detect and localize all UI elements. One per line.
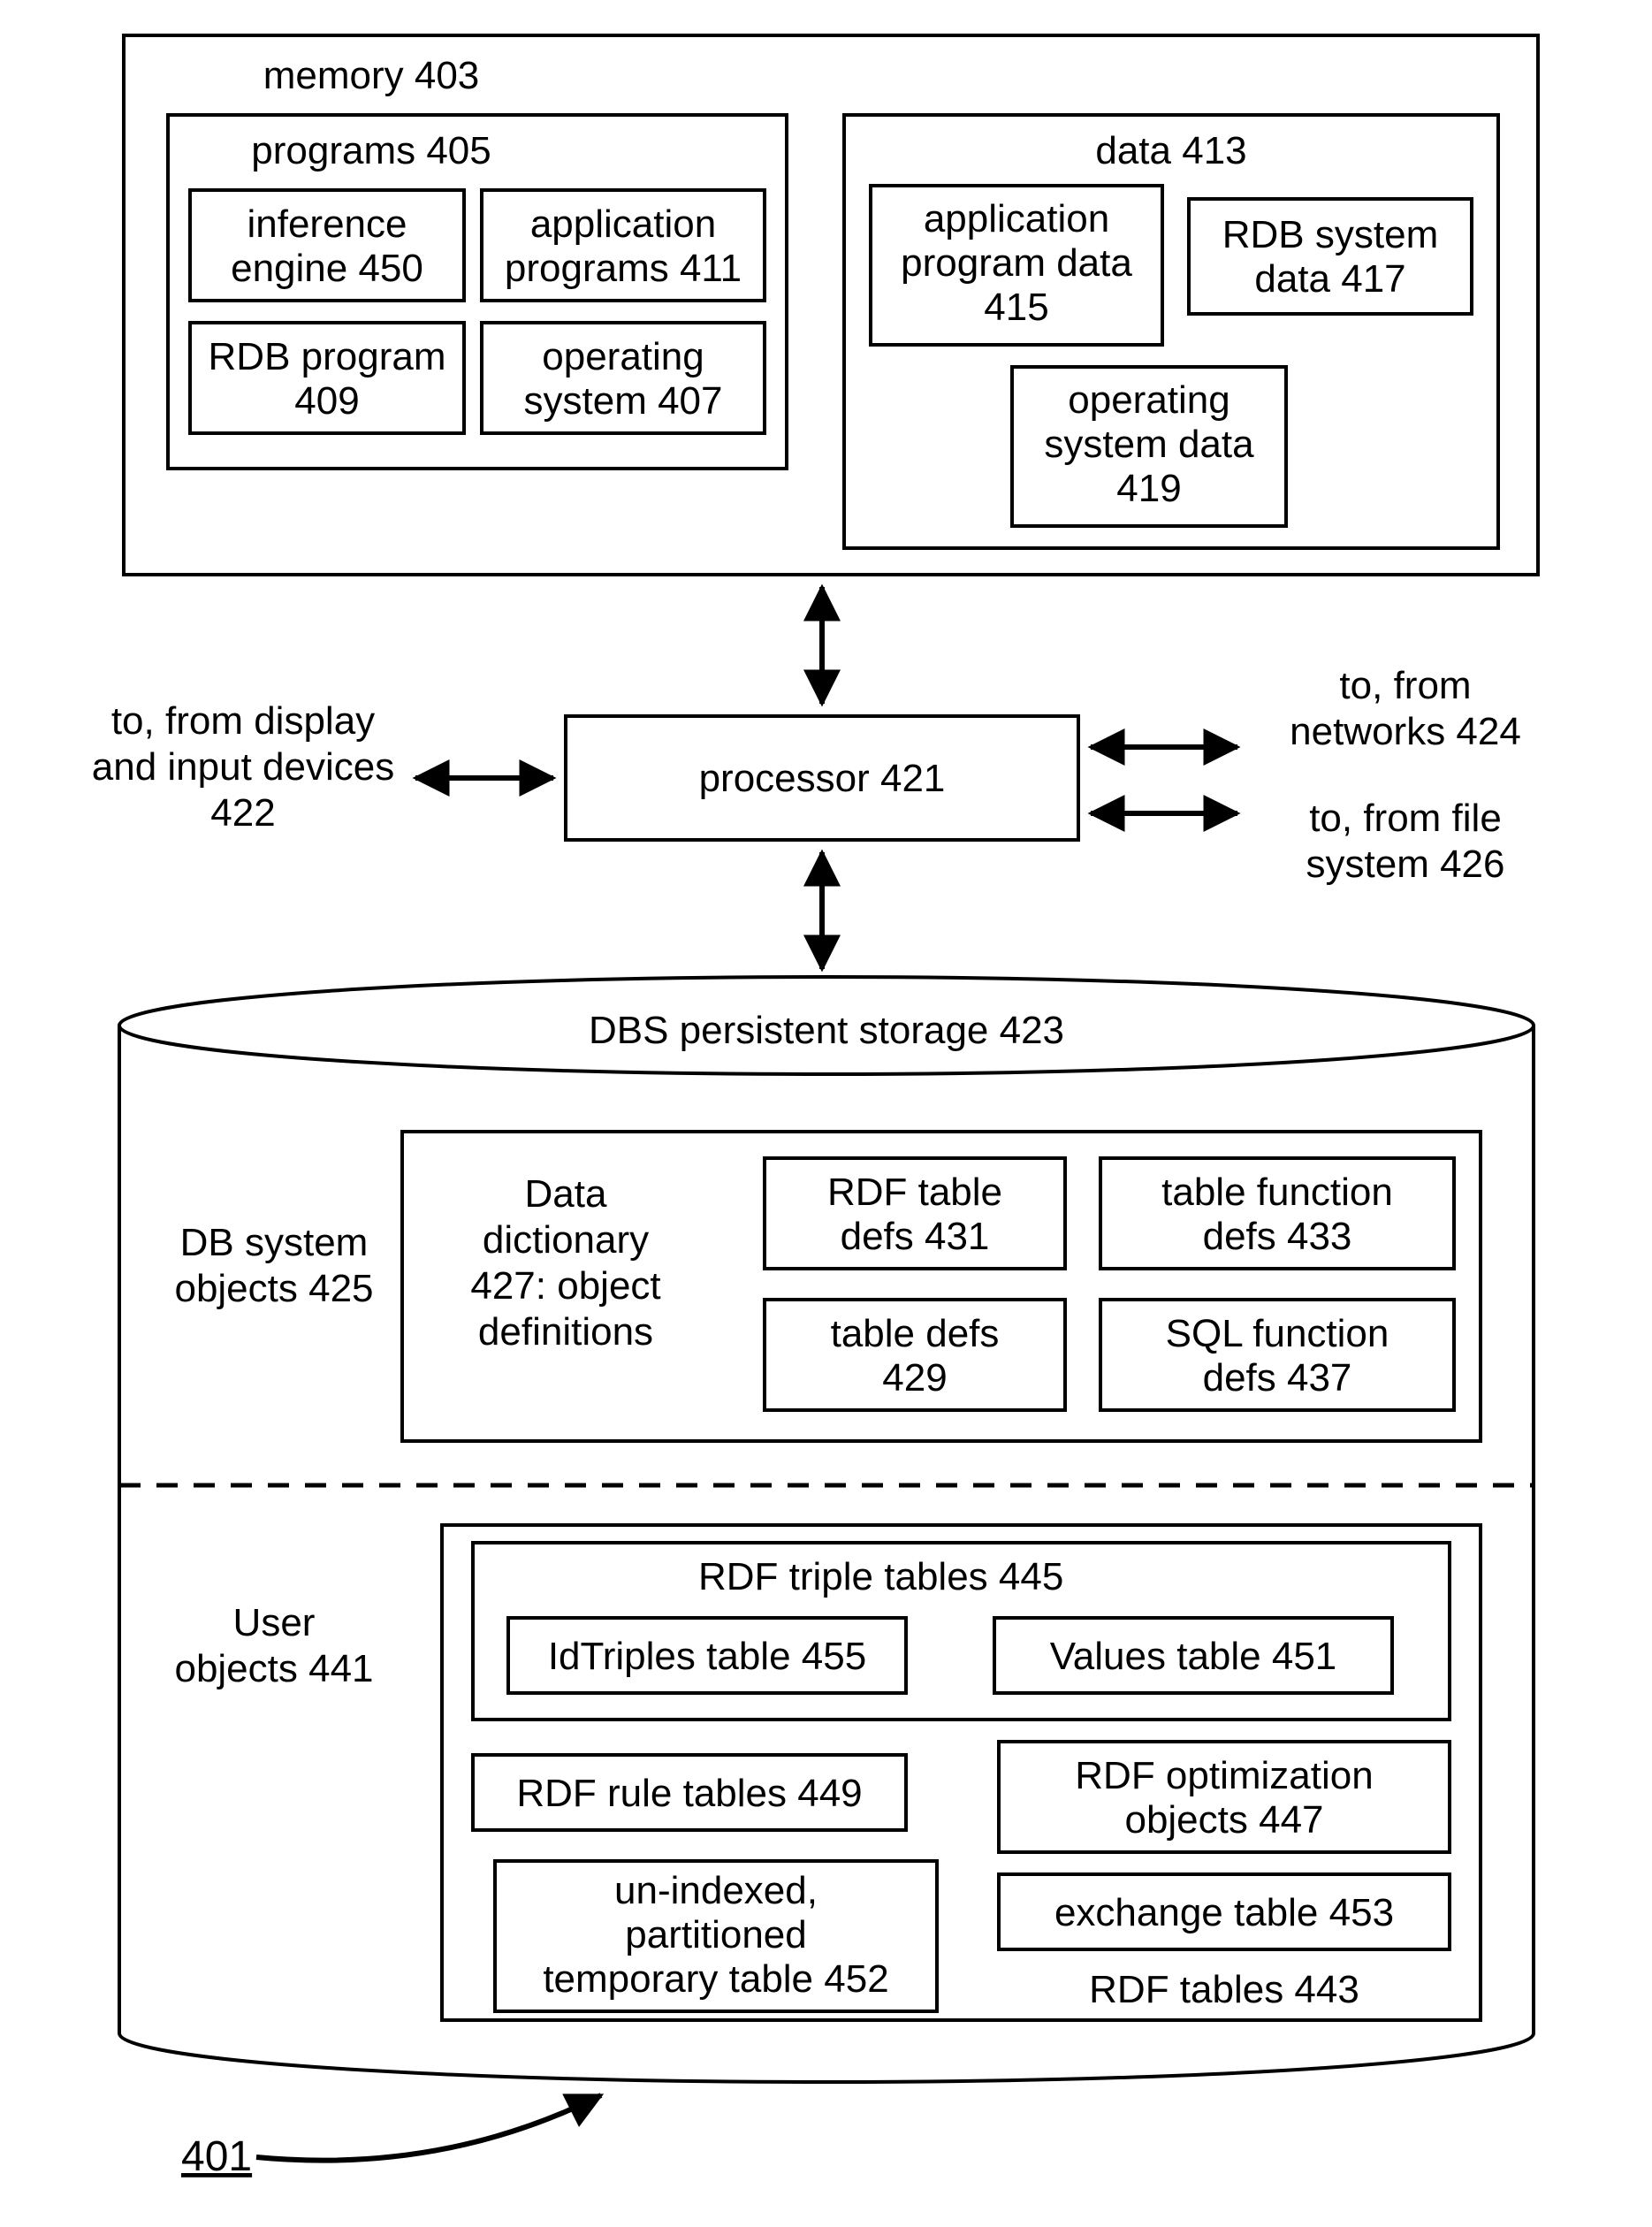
tmp-table-l3: temporary table 452 — [543, 1957, 888, 2001]
data-dictionary-l4: definitions — [478, 1310, 653, 1354]
rdb-sys-data-l2: data 417 — [1254, 257, 1405, 301]
right-net-l2: networks 424 — [1290, 710, 1521, 753]
processor-label: processor 421 — [699, 757, 946, 800]
user-side-l1: User — [233, 1601, 316, 1644]
right-net-l1: to, from — [1339, 664, 1471, 707]
os-data-l3: 419 — [1116, 467, 1181, 510]
data-dictionary-l2: dictionary — [483, 1218, 649, 1262]
left-side-l1: to, from display — [111, 699, 375, 743]
inference-engine-l2: engine 450 — [231, 247, 423, 290]
rdb-program-l2: 409 — [294, 379, 359, 423]
rdf-table-defs-l1: RDF table — [827, 1171, 1002, 1214]
app-programs-l2: programs 411 — [505, 247, 742, 290]
app-data-l2: program data — [901, 241, 1132, 285]
data-dictionary-l1: Data — [525, 1172, 607, 1216]
tmp-table-l1: un-indexed, — [614, 1869, 818, 1912]
memory-title: memory 403 — [263, 54, 480, 97]
programs-title: programs 405 — [251, 129, 491, 172]
rdb-program-l1: RDB program — [209, 335, 446, 378]
values-label: Values table 451 — [1050, 1635, 1337, 1678]
idtriples-label: IdTriples table 455 — [548, 1635, 866, 1678]
left-side-l2: and input devices — [92, 745, 394, 789]
exchange-table-label: exchange table 453 — [1054, 1891, 1394, 1934]
right-file-l2: system 426 — [1306, 843, 1505, 886]
figure-ref-label: 401 — [181, 2133, 252, 2180]
right-file-l1: to, from file — [1309, 797, 1502, 840]
app-data-l1: application — [924, 197, 1109, 240]
sql-fn-defs-l2: defs 437 — [1203, 1356, 1352, 1400]
figure-ref-arrow — [256, 2095, 601, 2161]
table-defs-l1: table defs — [831, 1312, 1000, 1355]
tmp-table-l2: partitioned — [625, 1913, 806, 1956]
user-side-l2: objects 441 — [174, 1647, 373, 1690]
rdf-triple-tables-title: RDF triple tables 445 — [698, 1555, 1063, 1598]
os-data-l2: system data — [1044, 423, 1254, 466]
app-data-l3: 415 — [984, 286, 1048, 329]
db-system-side-l1: DB system — [180, 1221, 369, 1264]
app-programs-l1: application — [530, 202, 716, 246]
rdf-rule-tables-label: RDF rule tables 449 — [516, 1772, 862, 1815]
data-dictionary-l3: 427: object — [470, 1264, 660, 1308]
inference-engine-l1: inference — [247, 202, 407, 246]
table-fn-defs-l2: defs 433 — [1203, 1215, 1352, 1258]
data-title: data 413 — [1095, 129, 1246, 172]
sql-fn-defs-l1: SQL function — [1166, 1312, 1389, 1355]
operating-system-l1: operating — [542, 335, 704, 378]
os-data-l1: operating — [1068, 378, 1229, 422]
table-fn-defs-l1: table function — [1161, 1171, 1393, 1214]
rdf-tables-footer: RDF tables 443 — [1089, 1968, 1359, 2011]
operating-system-l2: system 407 — [524, 379, 723, 423]
left-side-l3: 422 — [210, 791, 275, 835]
db-system-side-l2: objects 425 — [174, 1267, 373, 1310]
storage-title: DBS persistent storage 423 — [589, 1009, 1064, 1052]
rdf-opt-l1: RDF optimization — [1075, 1754, 1373, 1797]
rdf-opt-l2: objects 447 — [1124, 1798, 1323, 1842]
rdf-table-defs-l2: defs 431 — [841, 1215, 990, 1258]
table-defs-l2: 429 — [882, 1356, 947, 1400]
rdb-sys-data-l1: RDB system — [1222, 213, 1438, 256]
